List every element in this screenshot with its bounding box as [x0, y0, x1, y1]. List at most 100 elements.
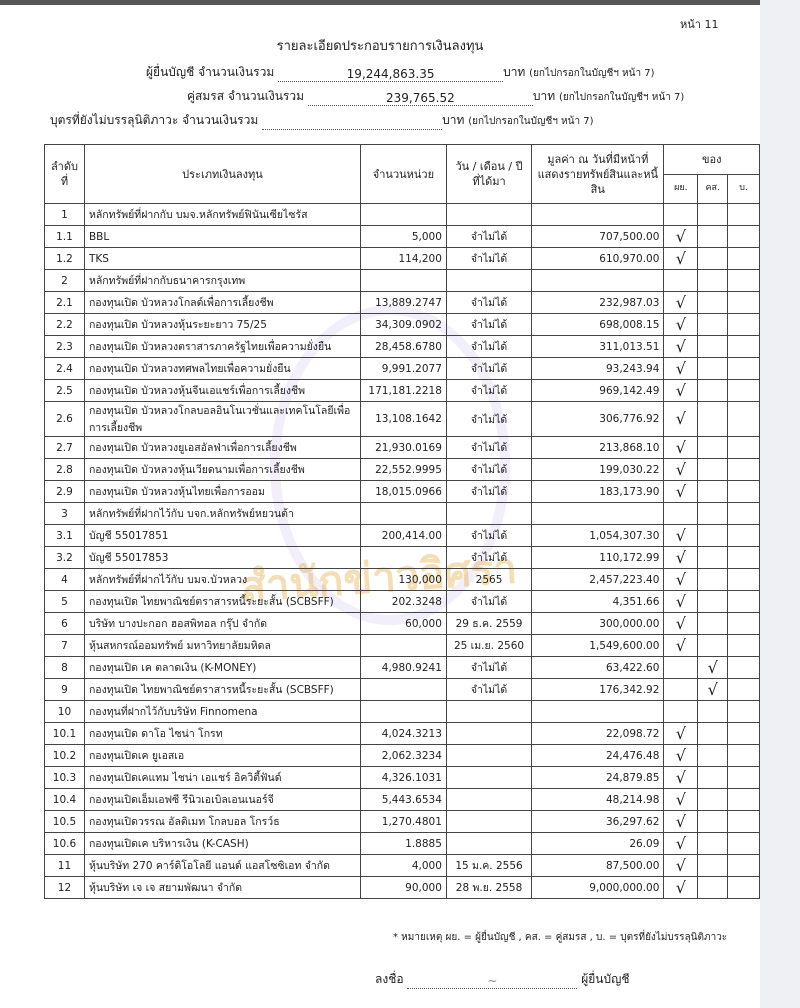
owner-check-cell: √	[663, 854, 699, 877]
row-description: กองทุนเปิดเคแทม ไชน่า เอแชร์ อิควิตี้ฟัน…	[83, 766, 361, 789]
owner-check-cell	[727, 876, 760, 899]
row-units: 9,991.2077	[359, 357, 447, 380]
owner-check-cell	[697, 335, 729, 358]
row-no: 12	[44, 876, 85, 899]
row-no: 6	[44, 612, 85, 635]
row-date: จำไม่ได้	[445, 524, 533, 547]
row-no: 1.2	[44, 247, 85, 270]
table-row: 2.1 กองทุนเปิด บัวหลวงโกลด์เพื่อการเลี้ยง…	[44, 291, 760, 314]
check-mark-icon: √	[675, 635, 686, 655]
summary-note: (ยกไปกรอกในบัญชีฯ หน้า 7)	[558, 92, 685, 103]
row-no: 2.8	[44, 458, 85, 481]
page-number: หน้า 11	[680, 18, 719, 31]
owner-check-cell	[727, 524, 760, 547]
table-row: 1.2 TKS 114,200 จำไม่ได้ 610,970.00 √	[44, 247, 760, 270]
row-no: 11	[44, 854, 85, 877]
check-mark-icon: √	[675, 437, 686, 457]
row-value: 1,549,600.00	[531, 634, 665, 657]
row-value: 110,172.99	[531, 546, 665, 569]
row-units	[359, 700, 447, 723]
row-no: 2	[44, 269, 85, 292]
table-row: 3.2 บัญชี 55017853 จำไม่ได้ 110,172.99 √	[44, 546, 760, 569]
row-date	[445, 810, 533, 833]
owner-check-cell: √	[663, 832, 699, 855]
table-row: 4 หลักทรัพย์ที่ฝากไว้กับ บมจ.บัวหลวง 130,0…	[44, 568, 760, 591]
row-no: 2.5	[44, 379, 85, 402]
summary-unit: บาท	[442, 113, 465, 127]
row-no: 10.2	[44, 744, 85, 767]
owner-check-cell: √	[663, 744, 699, 767]
viewer-scroll-area[interactable]	[760, 0, 800, 1008]
owner-check-cell	[727, 480, 760, 503]
row-description: กองทุนเปิด บัวหลวงโกลด์เพื่อการเลี้ยงชีพ	[83, 291, 361, 314]
row-description: บริษัท บางปะกอก ฮอสพิทอล กรุ๊ป จำกัด	[83, 612, 361, 635]
owner-check-cell	[697, 379, 729, 402]
row-value: 63,422.60	[531, 656, 665, 679]
table-row: 10.1 กองทุนเปิด ดาโอ ไซน่า โกรท 4,024.3213…	[44, 722, 760, 745]
owner-check-cell	[697, 458, 729, 481]
owner-check-cell: √	[663, 225, 699, 248]
row-units: 130,000	[359, 568, 447, 591]
owner-check-cell	[727, 656, 760, 679]
row-date: 15 ม.ค. 2556	[445, 854, 533, 877]
table-row: 2.7 กองทุนเปิด บัวหลวงยูเอสอัลฟ่าเพื่อการ…	[44, 436, 760, 459]
row-description: กองทุนเปิด ดาโอ ไซน่า โกรท	[83, 722, 361, 745]
summary-label: ผู้ยื่นบัญชี จำนวนเงินรวม	[146, 65, 275, 79]
table-row: 10 กองทุนที่ฝากไว้กับบริษัท Finnomena	[44, 700, 760, 723]
owner-check-cell	[663, 269, 699, 292]
row-date: จำไม่ได้	[445, 590, 533, 613]
row-no: 2.9	[44, 480, 85, 503]
row-no: 4	[44, 568, 85, 591]
check-mark-icon: √	[675, 409, 686, 428]
row-units: 114,200	[359, 247, 447, 270]
summary-note: (ยกไปกรอกในบัญชีฯ หน้า 7)	[468, 116, 594, 127]
owner-check-cell	[727, 788, 760, 811]
table-row: 2.2 กองทุนเปิด บัวหลวงหุ้นระยะยาว 75/25 34…	[44, 313, 760, 336]
table-row: 8 กองทุนเปิด เค ตลาดเงิน (K-MONEY) 4,980.9…	[44, 656, 760, 679]
row-date	[445, 766, 533, 789]
summary-label: บุตรที่ยังไม่บรรลุนิติภาวะ จำนวนเงินรวม	[50, 113, 259, 127]
owner-check-cell	[727, 766, 760, 789]
row-value: 24,476.48	[531, 744, 665, 767]
row-units	[359, 502, 447, 525]
row-value: 969,142.49	[531, 379, 665, 402]
check-mark-icon: √	[675, 591, 686, 611]
owner-check-cell	[697, 546, 729, 569]
row-units: 21,930.0169	[359, 436, 447, 459]
row-value	[531, 700, 665, 723]
row-no: 2.1	[44, 291, 85, 314]
row-description: กองทุนเปิดเค ยูเอสเอ	[83, 744, 361, 767]
summary-children: บุตรที่ยังไม่บรรลุนิติภาวะ จำนวนเงินรวม …	[50, 111, 594, 130]
owner-check-cell	[727, 436, 760, 459]
owner-check-cell	[727, 634, 760, 657]
owner-check-cell	[697, 744, 729, 767]
row-date: 28 พ.ย. 2558	[445, 876, 533, 899]
table-row: 7 หุ้นสหกรณ์ออมทรัพย์ มหาวิทยาลัยมหิดล 25 …	[44, 634, 760, 657]
row-date: จำไม่ได้	[445, 656, 533, 679]
owner-check-cell: √	[663, 401, 699, 437]
check-mark-icon: √	[675, 855, 686, 875]
row-units: 28,458.6780	[359, 335, 447, 358]
row-description: กองทุนเปิด บัวหลวงหุ้นจีนเอแชร์เพื่อการเ…	[83, 379, 361, 402]
row-value	[531, 502, 665, 525]
row-no: 9	[44, 678, 85, 701]
owner-check-cell: √	[663, 568, 699, 591]
summary-note: (ยกไปกรอกในบัญชีฯ หน้า 7)	[529, 68, 655, 79]
owner-check-cell	[727, 458, 760, 481]
table-row: 2.5 กองทุนเปิด บัวหลวงหุ้นจีนเอแชร์เพื่อก…	[44, 379, 760, 402]
owner-check-cell	[727, 832, 760, 855]
row-date	[445, 502, 533, 525]
owner-check-cell	[727, 379, 760, 402]
owner-check-cell	[727, 502, 760, 525]
table-row: 6 บริษัท บางปะกอก ฮอสพิทอล กรุ๊ป จำกัด 60,…	[44, 612, 760, 635]
row-value: 311,013.51	[531, 335, 665, 358]
owner-check-cell	[663, 502, 699, 525]
owner-check-cell	[697, 436, 729, 459]
row-date: จำไม่ได้	[445, 313, 533, 336]
check-mark-icon: √	[675, 481, 686, 501]
header-type: ประเภทเงินลงทุน	[83, 144, 361, 204]
row-no: 3.1	[44, 524, 85, 547]
viewer-top-bar	[0, 0, 800, 5]
row-description: กองทุนเปิด บัวหลวงหุ้นไทยเพื่อการออม	[83, 480, 361, 503]
row-description: กองทุนเปิด บัวหลวงโกลบอลอินโนเวชั่นและเท…	[83, 401, 361, 437]
